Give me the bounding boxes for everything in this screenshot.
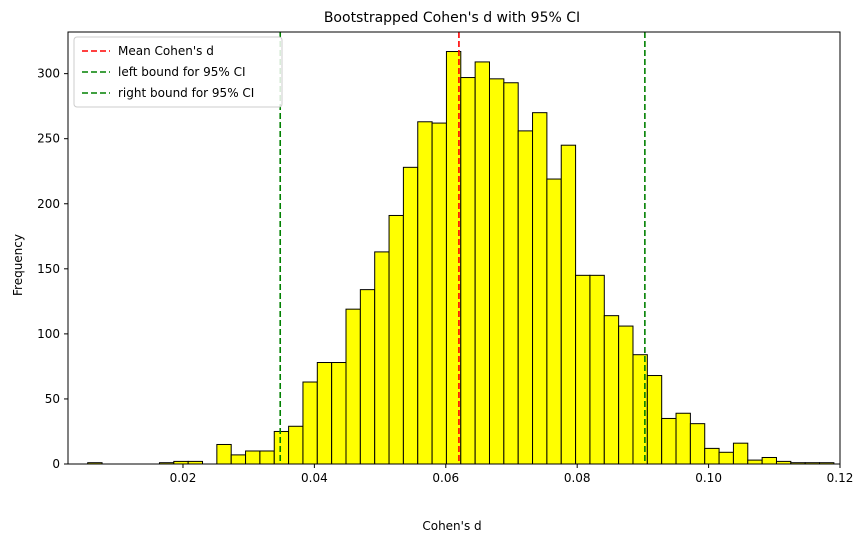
histogram-bar: [503, 82, 519, 465]
histogram-bar: [359, 289, 376, 465]
histogram-bar: [460, 77, 476, 465]
x-tick-label: 0.10: [695, 471, 722, 485]
histogram-bar: [589, 274, 605, 465]
histogram-bar: [230, 454, 247, 465]
y-tick-label: 150: [37, 262, 60, 276]
y-tick-label: 100: [37, 327, 60, 341]
y-tick-label: 250: [37, 132, 60, 146]
histogram-bar: [747, 459, 763, 465]
x-tick-label: 0.04: [301, 471, 328, 485]
histogram-bar: [689, 423, 706, 465]
y-tick-label: 300: [37, 67, 60, 81]
legend: Mean Cohen's d left bound for 95% CI right…: [73, 36, 283, 108]
histogram-bar: [532, 112, 548, 465]
histogram-bar: [560, 144, 577, 465]
histogram-bar: [331, 362, 347, 465]
chart-title: Bootstrapped Cohen's d with 95% CI: [324, 10, 580, 26]
histogram-bar: [417, 121, 433, 465]
histogram-bar: [761, 456, 777, 465]
histogram-bar: [273, 430, 290, 465]
legend-box: [73, 36, 283, 108]
histogram-bar: [546, 178, 562, 465]
axes: 0.02 0.04 0.06 0.08 0.10 0.12 0 50 100 150 200 250 3…: [37, 31, 854, 485]
y-tick-label: 0: [52, 457, 60, 471]
histogram-bar: [718, 451, 734, 465]
histogram-bar: [603, 315, 620, 465]
histogram-bar: [675, 412, 691, 465]
histogram-bar: [288, 425, 304, 465]
histogram-bar: [618, 325, 634, 465]
x-tick-label: 0.02: [170, 471, 197, 485]
histogram-bar: [302, 381, 318, 465]
histogram-bar: [646, 375, 663, 465]
histogram-bar: [402, 166, 419, 465]
histogram-bar: [517, 130, 534, 465]
x-tick-label: 0.08: [564, 471, 591, 485]
histogram-bar: [474, 61, 490, 465]
legend-label: Mean Cohen's d: [118, 44, 214, 58]
x-axis-label: Cohen's d: [422, 519, 481, 533]
legend-label: right bound for 95% CI: [118, 86, 254, 100]
histogram-bar: [431, 122, 447, 465]
histogram-bar: [732, 442, 749, 465]
plot-frame: [67, 31, 841, 465]
bars-group: [87, 51, 835, 465]
legend-label: left bound for 95% CI: [118, 65, 246, 79]
histogram-bar: [259, 450, 275, 465]
histogram-bar: [488, 78, 505, 465]
histogram-bar: [345, 308, 361, 465]
histogram-bar: [388, 214, 404, 465]
histogram-bar: [216, 443, 232, 465]
histogram-bar: [245, 450, 261, 465]
histogram-bar: [704, 447, 720, 465]
y-tick-label: 200: [37, 197, 60, 211]
x-tick-label: 0.06: [432, 471, 459, 485]
histogram-bar: [661, 417, 677, 465]
histogram-bar: [316, 362, 333, 465]
histogram-bar: [575, 274, 591, 465]
y-axis-label: Frequency: [11, 234, 25, 296]
y-tick-label: 50: [45, 392, 60, 406]
histogram-bar: [374, 251, 390, 465]
x-tick-label: 0.12: [827, 471, 854, 485]
